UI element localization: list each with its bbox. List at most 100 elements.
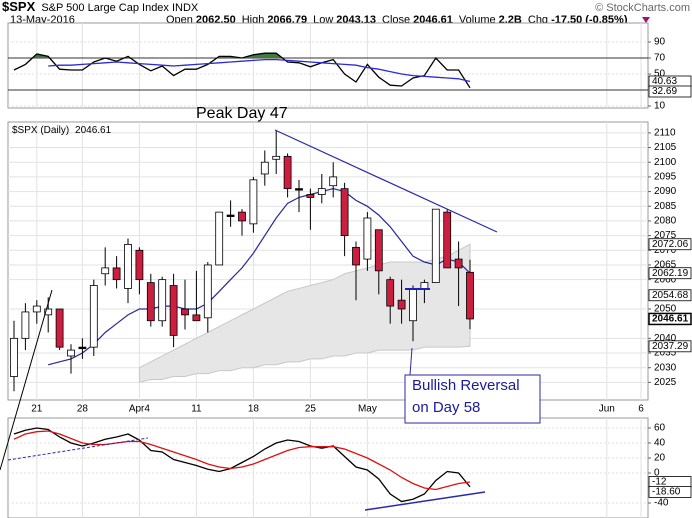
candle-body <box>169 285 178 336</box>
candle-body <box>226 214 235 217</box>
y-tick-label: 2035 <box>654 348 677 359</box>
candle-body <box>374 229 383 272</box>
candle-body <box>44 308 53 316</box>
y-tick-label: 2070 <box>654 245 677 256</box>
moving-average <box>48 187 471 366</box>
symbol: $SPX <box>2 0 36 14</box>
candle-body <box>340 188 349 237</box>
value-box <box>648 312 692 326</box>
x-tick-label: May <box>358 404 377 415</box>
value-box <box>648 289 692 302</box>
y-tick-label: 2085 <box>654 201 677 212</box>
y-tick-label: 2105 <box>654 142 677 153</box>
indicator-plot <box>13 427 471 503</box>
y-tick-label: 0 <box>654 468 660 479</box>
panel-frame <box>7 22 649 109</box>
y-tick-label: 60 <box>654 423 666 434</box>
y-tick-label: 2080 <box>654 216 677 227</box>
candle-body <box>397 299 406 310</box>
x-tick-label: Jun <box>599 404 615 415</box>
y-tick-label: 40 <box>654 438 666 449</box>
candle-body <box>317 188 326 195</box>
y-tick-label: 2075 <box>654 230 677 241</box>
candle-body <box>260 161 269 175</box>
candle-body <box>363 217 372 260</box>
value-box-label: 2046.61 <box>652 314 689 325</box>
candle-body <box>238 211 246 222</box>
header-line: $SPX S&P 500 Large Cap Index INDX <box>2 0 199 14</box>
value-box <box>648 85 692 98</box>
candle-body <box>78 346 87 350</box>
annotation: Peak Day 47 <box>196 105 288 122</box>
candle-body <box>55 308 64 348</box>
y-tick-label: 70 <box>654 53 666 64</box>
index-name: S&P 500 Large Cap Index INDX <box>41 2 199 14</box>
value-box <box>648 340 692 353</box>
y-tick-label: 2065 <box>654 260 677 271</box>
y-tick-label: 2095 <box>654 172 677 183</box>
candle-body <box>135 249 144 281</box>
last-close: 2046.61 <box>75 125 112 136</box>
callout-pointer <box>409 347 413 376</box>
x-tick-label: 28 <box>77 404 89 415</box>
y-tick-label: 2030 <box>654 362 677 373</box>
price-plot <box>10 129 474 392</box>
value-box-label: 40.63 <box>652 76 677 87</box>
candle-body <box>158 279 167 322</box>
candle-body <box>203 264 212 319</box>
indicator-line <box>48 58 471 83</box>
x-tick-label: 21 <box>31 404 43 415</box>
candle-body <box>101 267 110 275</box>
trend-line <box>0 289 53 471</box>
divergence-line <box>364 491 486 511</box>
value-box-label: -18.60 <box>652 487 681 498</box>
y-tick-label: 2090 <box>654 186 677 197</box>
down-marker <box>642 17 650 23</box>
candle-body <box>112 267 121 281</box>
value-box-label: 2037.29 <box>652 341 689 352</box>
value-box <box>648 238 692 251</box>
bollinger-band <box>138 243 471 384</box>
plot-layer: 2025203020352040205020602065207020752080… <box>7 22 692 518</box>
title: $SPX (Daily) <box>12 125 69 136</box>
y-tick-label: 2040 <box>654 333 677 344</box>
x-tick-label: 18 <box>248 404 260 415</box>
y-tick-label: 50 <box>654 69 666 80</box>
candle-body <box>386 279 395 307</box>
x-tick-label: 25 <box>305 404 317 415</box>
candle-body <box>466 271 474 320</box>
value-box-label: 2072.06 <box>652 239 689 250</box>
candle-body <box>67 349 75 357</box>
main-title: $SPX (Daily) 2046.61 <box>12 125 112 136</box>
panel-frame <box>7 121 649 401</box>
candle-body <box>89 285 98 348</box>
candle-body <box>329 176 338 187</box>
candle-body <box>420 282 429 289</box>
candle-body <box>146 282 155 322</box>
indicator-line <box>13 52 471 89</box>
candle-body <box>443 211 452 269</box>
value-box-label: 2062.19 <box>652 268 689 279</box>
value-box <box>648 486 692 498</box>
value-box-label: 32.69 <box>652 86 677 97</box>
indicator-line <box>13 430 471 491</box>
candle-body <box>215 211 224 266</box>
value-box <box>648 267 692 280</box>
candle-body <box>454 258 463 269</box>
candle-body <box>249 179 258 225</box>
annotation: Bullish Reversal <box>412 377 520 394</box>
divergence-line <box>7 437 149 461</box>
y-tick-label: 10 <box>654 101 666 112</box>
callout-box <box>404 374 541 424</box>
candle-body <box>431 208 440 283</box>
candle-body <box>295 188 303 191</box>
candle-body <box>409 288 417 322</box>
trend-line <box>274 129 498 233</box>
candle-body <box>124 244 132 289</box>
y-tick-label: 2025 <box>654 377 677 388</box>
x-tick-label: 11 <box>191 404 202 415</box>
y-tick-label: 20 <box>654 453 666 464</box>
panel-frame <box>7 417 649 518</box>
indicator-plot <box>13 52 471 89</box>
source: © StockCharts.com <box>595 2 690 14</box>
